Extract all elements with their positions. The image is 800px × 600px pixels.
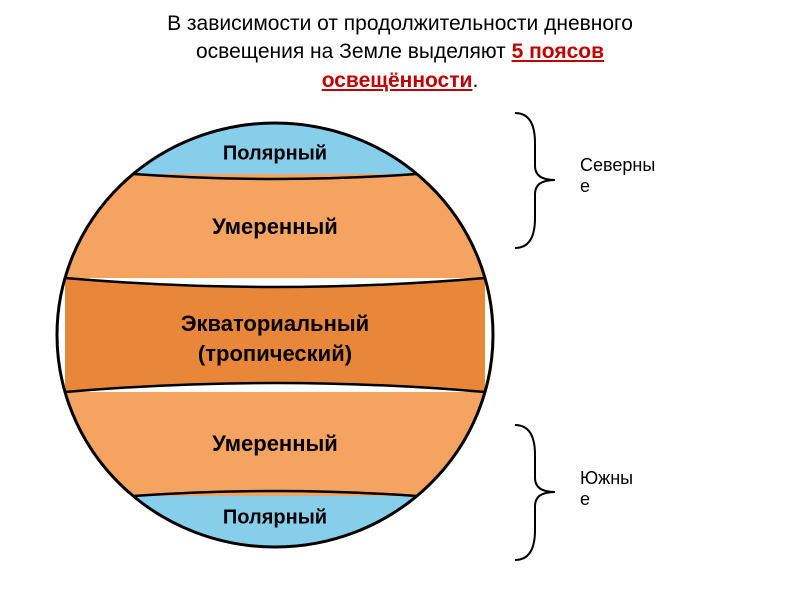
- side-label-north-2: е: [580, 176, 590, 196]
- bracket-south-path: [515, 425, 555, 560]
- label-polar-south: Полярный: [223, 506, 327, 528]
- bracket-north-path: [515, 113, 555, 248]
- globe-svg: Полярный Умеренный Экваториальный (тропи…: [50, 110, 500, 560]
- side-label-north-1: Северны: [580, 155, 655, 175]
- globe-diagram: Полярный Умеренный Экваториальный (тропи…: [50, 110, 500, 560]
- title-line1: В зависимости от продолжительности дневн…: [167, 12, 633, 35]
- side-label-north: Северны е: [580, 155, 690, 196]
- label-polar-north: Полярный: [223, 142, 327, 164]
- side-label-south: Южны е: [580, 468, 690, 509]
- side-label-south-1: Южны: [580, 468, 633, 488]
- title-line2-pre: освещения на Земле выделяют: [196, 40, 512, 63]
- page-title: В зависимости от продолжительности дневн…: [0, 0, 800, 95]
- label-temperate-north: Умеренный: [212, 214, 338, 239]
- title-emph-2: освещённости: [322, 69, 473, 92]
- side-label-south-2: е: [580, 489, 590, 509]
- title-line3-post: .: [472, 69, 478, 92]
- title-emph-1: 5 поясов: [512, 40, 604, 63]
- label-equatorial-2: (тропический): [198, 341, 352, 366]
- label-temperate-south: Умеренный: [212, 431, 338, 456]
- label-equatorial-1: Экваториальный: [181, 311, 369, 336]
